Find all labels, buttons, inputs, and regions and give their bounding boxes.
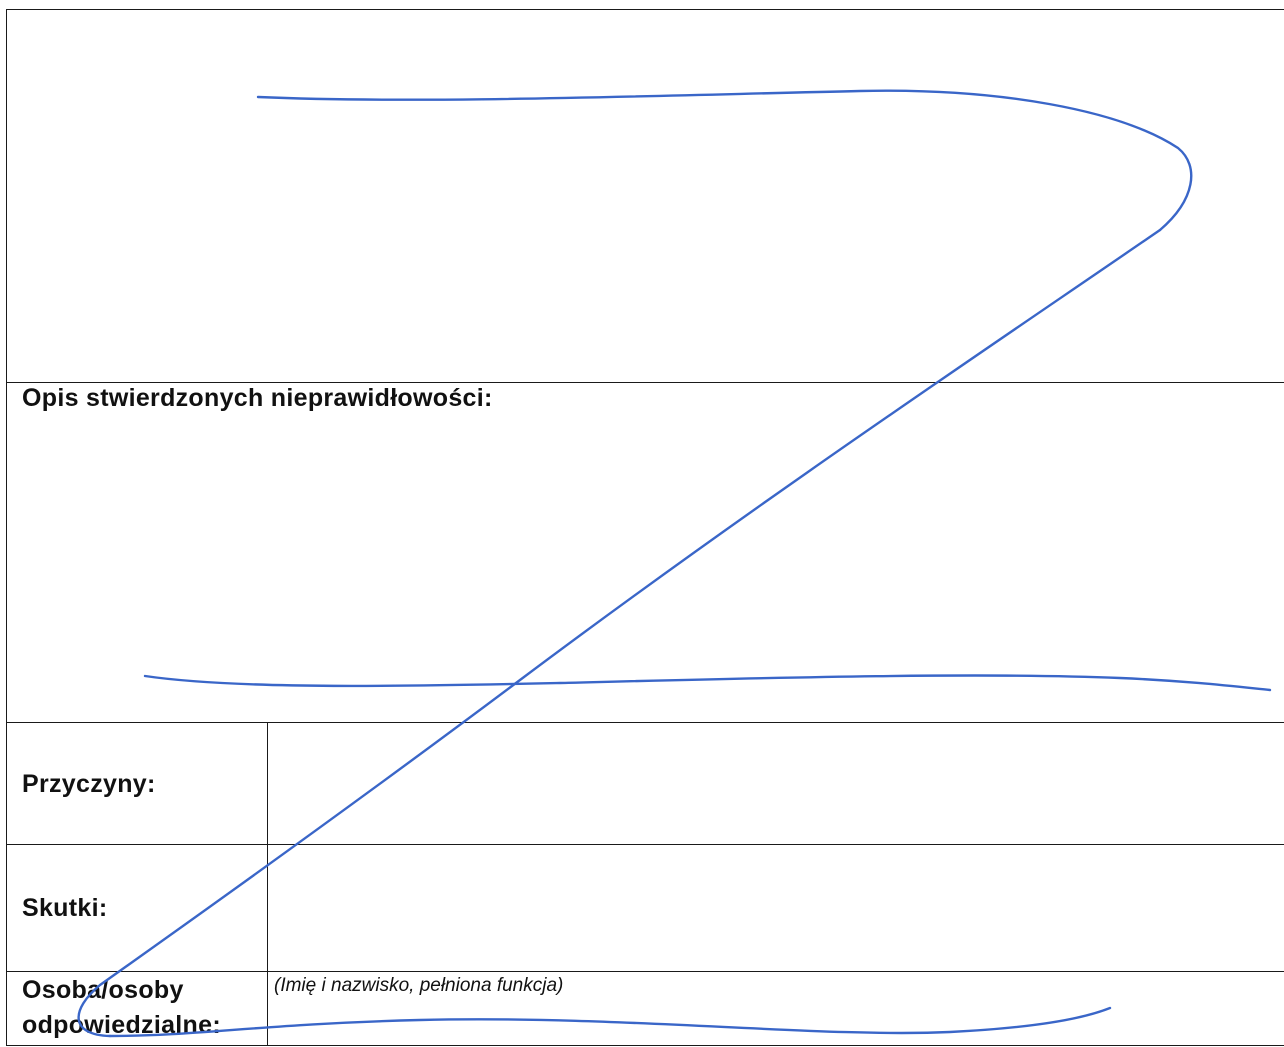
responsible-hint: (Imię i nazwisko, pełniona funkcja) (274, 975, 564, 996)
table-bottom-border (6, 1045, 1284, 1046)
table-top-border (6, 9, 1284, 10)
pen-stroke-top (256, 89, 1193, 232)
row-divider-description (6, 382, 1284, 383)
causes-label: Przyczyny: (22, 770, 156, 798)
causes-field-area (270, 724, 1284, 842)
row-divider-effects (6, 844, 1284, 845)
table-left-border (6, 9, 7, 1046)
description-label: Opis stwierdzonych nieprawidłowości: (22, 384, 493, 412)
row-divider-responsible (6, 971, 1284, 972)
responsible-label-line1: Osoba/osoby (22, 976, 184, 1004)
responsible-label-line2: odpowiedzialne: (22, 1011, 221, 1039)
pen-stroke-bottom (108, 1006, 1112, 1038)
description-field-area (8, 418, 1284, 720)
effects-field-area (270, 846, 1284, 969)
label-column-divider (267, 722, 268, 1045)
effects-label: Skutki: (22, 894, 108, 922)
row-divider-causes (6, 722, 1284, 723)
